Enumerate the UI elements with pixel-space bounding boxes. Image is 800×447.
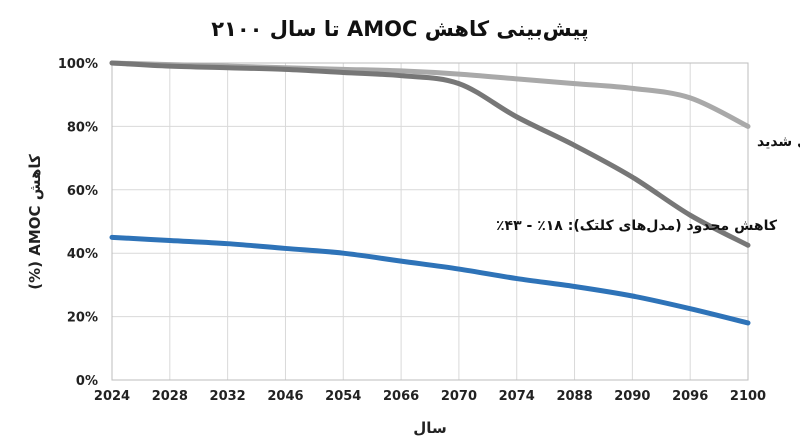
series-2-point	[745, 243, 751, 248]
y-tick-label: 100%	[58, 57, 98, 72]
y-axis-ticks: 0% 20% 40% 60% 80% 100%	[58, 57, 98, 389]
x-tick-label: 2066	[383, 389, 419, 404]
series-lines	[109, 60, 751, 326]
series-1-point	[572, 81, 577, 86]
x-axis-ticks: 2024 2028 2032 2046 2054 2066 2070 2074 2088 2090…	[94, 389, 766, 404]
series-2-point	[456, 81, 462, 86]
series-3-point	[687, 306, 693, 311]
series-2-point	[341, 70, 346, 75]
y-axis-label: کاهش AMOC (%)	[26, 154, 44, 290]
x-tick-label: 2090	[614, 389, 650, 404]
series-2-point	[630, 174, 635, 180]
series-line-1	[109, 60, 751, 129]
x-axis-label: سال	[413, 419, 446, 437]
series-3-point	[398, 258, 404, 264]
x-tick-label: 2046	[267, 389, 303, 404]
y-tick-label: 80%	[67, 120, 98, 135]
y-tick-label: 0%	[76, 374, 98, 389]
series-2-point	[687, 212, 693, 218]
x-tick-label: 2096	[672, 389, 708, 404]
x-tick-label: 2074	[499, 389, 535, 404]
series-3-point	[283, 246, 288, 251]
series-3-point	[167, 238, 173, 243]
series-1-point	[398, 68, 404, 74]
series-3-point	[630, 293, 635, 299]
series-1-point	[514, 76, 519, 82]
series-3-point	[341, 251, 346, 256]
series-2-point	[572, 143, 577, 148]
plot-frame	[111, 62, 749, 381]
series-line-3	[109, 234, 751, 326]
x-tick-label: 2028	[152, 389, 188, 404]
x-tick-label: 2054	[325, 389, 361, 404]
series-2-point	[109, 60, 115, 66]
chart-title: پیش‌بینی کاهش AMOC تا سال ۲۱۰۰	[211, 17, 589, 41]
y-tick-label: 40%	[67, 247, 98, 262]
x-tick-label: 2024	[94, 389, 130, 404]
series-2-point	[167, 63, 173, 69]
series-3-point	[745, 320, 751, 326]
series-2-point	[514, 114, 519, 120]
series-1-point	[456, 71, 462, 77]
x-tick-label: 2032	[210, 389, 246, 404]
series-3-point	[225, 241, 230, 246]
y-tick-label: 60%	[67, 184, 98, 199]
series-2-point	[283, 67, 288, 72]
series-1-point	[630, 86, 635, 91]
x-tick-label: 2088	[556, 389, 592, 404]
y-tick-label: 20%	[67, 311, 98, 326]
series-1-point	[745, 124, 751, 129]
annotation-severe-collapse: سناریوی فروپاشی شدید	[757, 134, 800, 150]
series-3-point	[572, 284, 577, 289]
series-1-point	[687, 95, 693, 101]
series-3-point	[456, 266, 462, 272]
series-2-point	[225, 65, 230, 70]
annotation-limited-decline: کاهش محدود (مدل‌های کلتک): ۱۸٪ - ۴۳٪	[496, 218, 778, 234]
x-tick-label: 2100	[730, 389, 766, 404]
series-3-point	[109, 235, 115, 240]
series-3-point	[514, 276, 519, 281]
series-2-point	[398, 73, 404, 78]
x-tick-label: 2070	[441, 389, 477, 404]
